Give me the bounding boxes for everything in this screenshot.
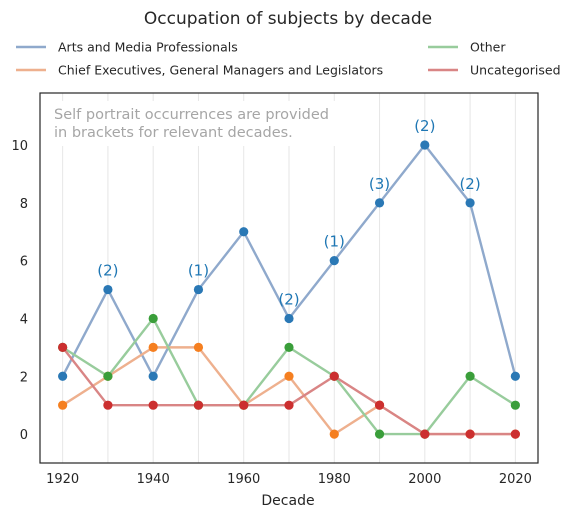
series-0-point bbox=[374, 198, 385, 208]
series-3-point bbox=[420, 429, 430, 439]
series-0-point bbox=[465, 198, 475, 208]
annotation-label: (2) bbox=[278, 290, 299, 308]
legend-item: Chief Executives, General Managers and L… bbox=[16, 63, 383, 78]
y-tick-label: 0 bbox=[20, 428, 28, 443]
series-2-point bbox=[148, 313, 158, 324]
series-points bbox=[58, 140, 520, 439]
annotation-label: (1) bbox=[324, 233, 345, 251]
series-0-point bbox=[103, 284, 113, 295]
series-1-point bbox=[148, 342, 158, 352]
x-tick-label: 2020 bbox=[499, 472, 532, 487]
plot-frame bbox=[39, 92, 539, 464]
series-3-point bbox=[193, 400, 204, 410]
series-0-point bbox=[239, 227, 249, 237]
note-background bbox=[50, 101, 345, 146]
series-2-point bbox=[284, 342, 294, 352]
series-1-point bbox=[193, 342, 204, 352]
series-0-point bbox=[420, 140, 430, 150]
y-tick-label: 2 bbox=[20, 370, 28, 385]
series-3-point bbox=[148, 400, 158, 410]
series-2-point bbox=[103, 371, 113, 381]
series-0-point bbox=[58, 371, 68, 381]
y-tick-label: 6 bbox=[20, 255, 28, 270]
x-tick-label: 1980 bbox=[318, 472, 351, 487]
grid-lines bbox=[62, 93, 516, 463]
legend-item: Uncategorised bbox=[428, 63, 561, 78]
x-tick-label: 2000 bbox=[408, 472, 441, 487]
series-1-point bbox=[58, 400, 68, 410]
y-axis: 0 2 4 6 8 10 bbox=[11, 139, 28, 443]
series-1-point bbox=[284, 371, 294, 381]
legend: Arts and Media Professionals Chief Execut… bbox=[16, 40, 561, 78]
series-2-point bbox=[510, 400, 520, 410]
series-2-point bbox=[374, 429, 385, 439]
annotation-label: (1) bbox=[188, 262, 209, 280]
legend-label: Arts and Media Professionals bbox=[58, 40, 238, 55]
x-axis: 1920 1940 1960 1980 2000 2020 bbox=[46, 472, 532, 487]
series-0-point bbox=[329, 256, 339, 266]
x-tick-label: 1960 bbox=[227, 472, 260, 487]
series-3-point bbox=[284, 400, 294, 410]
series-0-point bbox=[284, 313, 294, 324]
x-tick-label: 1920 bbox=[46, 472, 79, 487]
series-2-point bbox=[465, 371, 475, 381]
legend-label: Chief Executives, General Managers and L… bbox=[58, 63, 383, 78]
series-3-point bbox=[58, 342, 68, 352]
y-tick-label: 8 bbox=[20, 197, 28, 212]
chart-title: Occupation of subjects by decade bbox=[144, 9, 432, 29]
series-3-point bbox=[374, 400, 385, 410]
annotation-label: (3) bbox=[369, 175, 390, 193]
series-0-point bbox=[193, 284, 204, 295]
y-tick-label: 10 bbox=[11, 139, 28, 154]
legend-item: Other bbox=[428, 40, 506, 55]
legend-label: Uncategorised bbox=[470, 63, 561, 78]
annotation-note: Self portrait occurrences are provided in… bbox=[50, 101, 345, 146]
note-line: in brackets for relevant decades. bbox=[54, 125, 293, 141]
x-tick-label: 1940 bbox=[137, 472, 170, 487]
annotation-label: (2) bbox=[414, 117, 435, 135]
series-0-point bbox=[510, 371, 520, 381]
legend-item: Arts and Media Professionals bbox=[16, 40, 238, 55]
series-3-point bbox=[239, 400, 249, 410]
note-line: Self portrait occurrences are provided bbox=[54, 107, 329, 123]
x-axis-label: Decade bbox=[261, 493, 314, 509]
self-portrait-annotations: (2) (1) (2) (1) (3) (2) (2) bbox=[97, 117, 480, 308]
series-0-point bbox=[148, 371, 158, 381]
series-3-point bbox=[103, 400, 113, 410]
annotation-label: (2) bbox=[97, 262, 118, 280]
series-1-point bbox=[329, 429, 339, 439]
legend-label: Other bbox=[470, 40, 506, 55]
series-3-point bbox=[329, 371, 339, 381]
y-tick-label: 4 bbox=[20, 312, 28, 327]
series-3-point bbox=[510, 429, 520, 439]
plot-area: Self portrait occurrences are provided in… bbox=[39, 92, 539, 464]
annotation-label: (2) bbox=[459, 175, 480, 193]
series-3-point bbox=[465, 429, 475, 439]
